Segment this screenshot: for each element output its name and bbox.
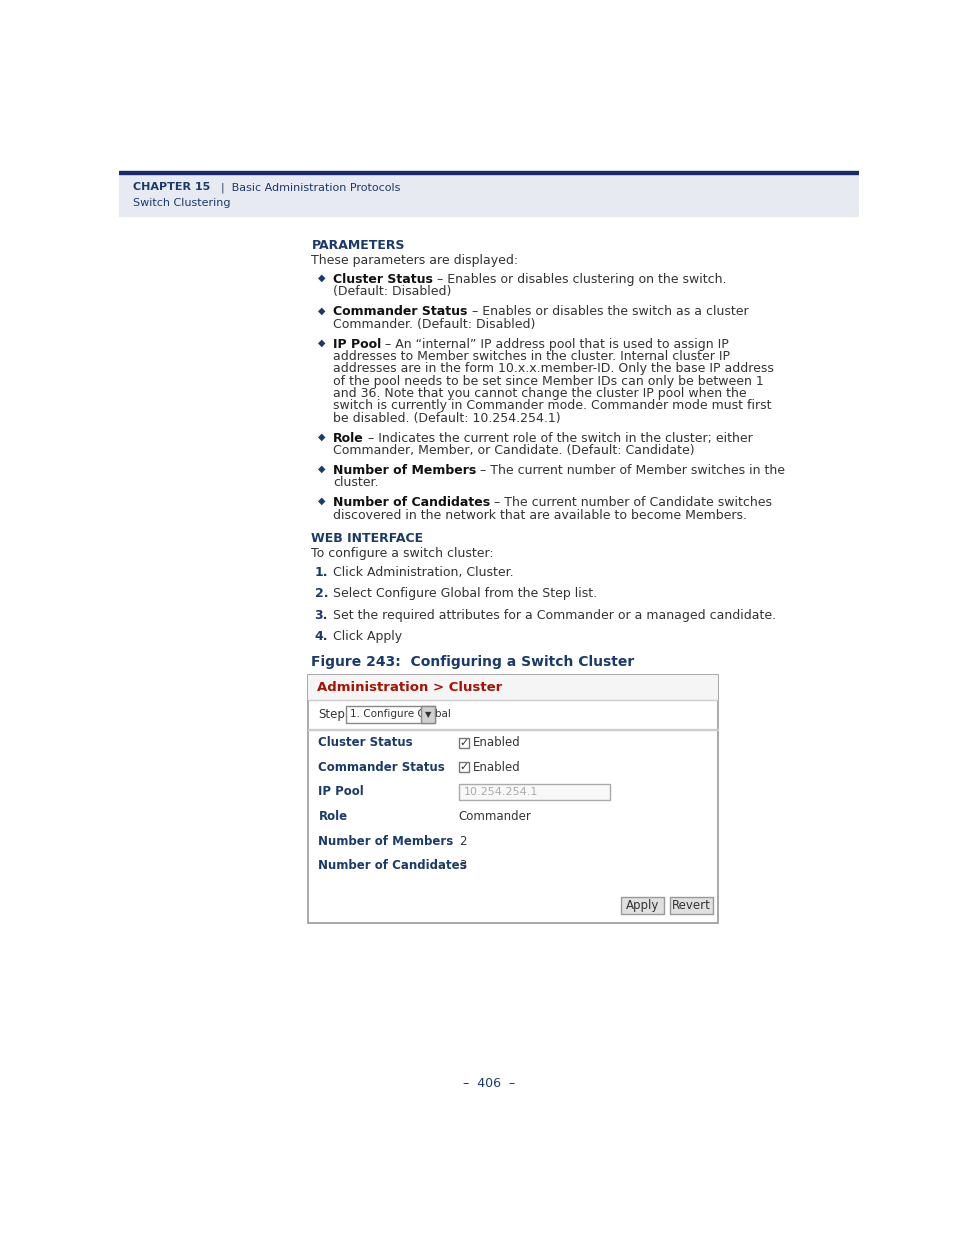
- Text: 10.254.254.1: 10.254.254.1: [463, 787, 537, 797]
- Bar: [119, 172, 858, 174]
- Text: ◆: ◆: [317, 464, 325, 474]
- Text: ◆: ◆: [317, 305, 325, 315]
- Text: 2.: 2.: [314, 587, 328, 600]
- Text: Enabled: Enabled: [472, 761, 519, 774]
- Text: ✓: ✓: [458, 762, 468, 772]
- Text: 1.: 1.: [314, 566, 328, 578]
- Text: Select Configure Global from the Step list.: Select Configure Global from the Step li…: [333, 587, 597, 600]
- Bar: [119, 174, 858, 216]
- Text: Role: Role: [333, 431, 363, 445]
- Bar: [458, 762, 468, 772]
- Text: addresses to Member switches in the cluster. Internal cluster IP: addresses to Member switches in the clus…: [333, 350, 729, 363]
- Bar: [458, 784, 609, 799]
- Text: Number of Candidates: Number of Candidates: [333, 496, 490, 509]
- Text: IP Pool: IP Pool: [333, 337, 381, 351]
- Text: 4.: 4.: [314, 630, 328, 643]
- Text: (Default: Disabled): (Default: Disabled): [333, 285, 451, 299]
- Text: be disabled. (Default: 10.254.254.1): be disabled. (Default: 10.254.254.1): [333, 411, 560, 425]
- Text: – The current number of Member switches in the: – The current number of Member switches …: [476, 464, 784, 477]
- Text: Administration > Cluster: Administration > Cluster: [316, 680, 501, 694]
- Text: To configure a switch cluster:: To configure a switch cluster:: [311, 547, 494, 559]
- Text: and 36. Note that you cannot change the cluster IP pool when the: and 36. Note that you cannot change the …: [333, 387, 746, 400]
- Text: Commander Status: Commander Status: [333, 305, 467, 319]
- Text: Revert: Revert: [672, 899, 710, 913]
- Text: Cluster Status: Cluster Status: [318, 736, 413, 750]
- Text: – Enables or disables clustering on the switch.: – Enables or disables clustering on the …: [433, 273, 726, 287]
- Text: ◆: ◆: [317, 273, 325, 283]
- Text: IP Pool: IP Pool: [318, 785, 364, 798]
- Text: Commander Status: Commander Status: [318, 761, 445, 774]
- Text: Commander, Member, or Candidate. (Default: Candidate): Commander, Member, or Candidate. (Defaul…: [333, 443, 694, 457]
- Text: 2: 2: [458, 835, 466, 847]
- Text: – Indicates the current role of the switch in the cluster; either: – Indicates the current role of the swit…: [363, 431, 752, 445]
- Text: |  Basic Administration Protocols: | Basic Administration Protocols: [213, 183, 399, 193]
- Text: ▼: ▼: [425, 710, 432, 719]
- Text: Number of Members: Number of Members: [333, 464, 476, 477]
- Bar: [307, 674, 718, 699]
- Text: ◆: ◆: [317, 496, 325, 506]
- Text: Figure 243:  Configuring a Switch Cluster: Figure 243: Configuring a Switch Cluster: [311, 655, 634, 669]
- Text: discovered in the network that are available to become Members.: discovered in the network that are avail…: [333, 509, 746, 521]
- Text: Switch Clustering: Switch Clustering: [133, 198, 231, 207]
- Text: Step:: Step:: [318, 708, 349, 721]
- Text: ◆: ◆: [317, 337, 325, 347]
- Text: 1. Configure Global: 1. Configure Global: [350, 709, 451, 719]
- Text: switch is currently in Commander mode. Commander mode must first: switch is currently in Commander mode. C…: [333, 399, 771, 412]
- Text: Commander: Commander: [458, 810, 531, 823]
- Text: ✓: ✓: [458, 737, 468, 747]
- Bar: [307, 674, 718, 923]
- Text: 3: 3: [458, 860, 466, 872]
- Text: addresses are in the form 10.x.x.member-ID. Only the base IP address: addresses are in the form 10.x.x.member-…: [333, 362, 773, 375]
- Text: 3.: 3.: [314, 609, 328, 621]
- Bar: [421, 705, 435, 722]
- Text: cluster.: cluster.: [333, 477, 378, 489]
- Text: – The current number of Candidate switches: – The current number of Candidate switch…: [490, 496, 772, 509]
- Text: WEB INTERFACE: WEB INTERFACE: [311, 531, 423, 545]
- Text: PARAMETERS: PARAMETERS: [311, 240, 404, 252]
- Text: Role: Role: [318, 810, 347, 823]
- Bar: [346, 705, 435, 722]
- Bar: [458, 737, 468, 747]
- Text: These parameters are displayed:: These parameters are displayed:: [311, 254, 518, 268]
- Text: Apply: Apply: [625, 899, 659, 913]
- Text: Set the required attributes for a Commander or a managed candidate.: Set the required attributes for a Comman…: [333, 609, 776, 621]
- Bar: [670, 898, 712, 914]
- Text: Commander. (Default: Disabled): Commander. (Default: Disabled): [333, 317, 535, 331]
- Text: – Enables or disables the switch as a cluster: – Enables or disables the switch as a cl…: [467, 305, 747, 319]
- Text: CHAPTER 15: CHAPTER 15: [133, 183, 211, 193]
- Text: – An “internal” IP address pool that is used to assign IP: – An “internal” IP address pool that is …: [381, 337, 728, 351]
- Text: –  406  –: – 406 –: [462, 1077, 515, 1091]
- Text: Enabled: Enabled: [472, 736, 519, 750]
- Text: Click Apply: Click Apply: [333, 630, 402, 643]
- Text: ◆: ◆: [317, 431, 325, 442]
- Text: Number of Members: Number of Members: [318, 835, 454, 847]
- Text: Cluster Status: Cluster Status: [333, 273, 433, 287]
- Text: Click Administration, Cluster.: Click Administration, Cluster.: [333, 566, 514, 578]
- Text: of the pool needs to be set since Member IDs can only be between 1: of the pool needs to be set since Member…: [333, 374, 763, 388]
- Bar: [620, 898, 663, 914]
- Text: Number of Candidates: Number of Candidates: [318, 860, 467, 872]
